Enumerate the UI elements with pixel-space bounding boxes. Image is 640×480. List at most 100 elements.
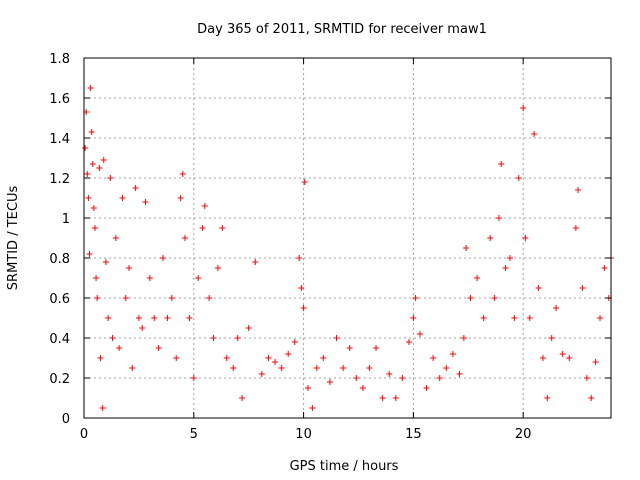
data-point bbox=[102, 259, 109, 265]
data-point bbox=[96, 165, 103, 171]
data-point bbox=[91, 225, 98, 231]
data-point bbox=[436, 375, 443, 381]
data-point bbox=[199, 225, 206, 231]
data-point bbox=[353, 375, 360, 381]
data-point bbox=[132, 185, 139, 191]
grid-layer bbox=[84, 58, 611, 418]
data-point bbox=[566, 355, 573, 361]
data-point bbox=[105, 315, 112, 321]
data-point bbox=[572, 225, 579, 231]
data-point bbox=[480, 315, 487, 321]
data-point bbox=[100, 157, 107, 163]
data-point bbox=[93, 275, 100, 281]
data-point bbox=[99, 405, 106, 411]
y-tick-label: 1 bbox=[62, 212, 70, 227]
data-point bbox=[502, 265, 509, 271]
y-tick-label: 1.2 bbox=[49, 172, 70, 187]
data-point bbox=[498, 161, 505, 167]
plot-frame bbox=[83, 57, 612, 419]
data-point bbox=[333, 335, 340, 341]
data-point bbox=[86, 251, 93, 257]
data-point bbox=[258, 371, 265, 377]
data-point bbox=[511, 315, 518, 321]
data-point bbox=[412, 295, 419, 301]
data-point bbox=[146, 275, 153, 281]
data-point bbox=[309, 405, 316, 411]
data-point bbox=[506, 255, 513, 261]
data-point bbox=[346, 345, 353, 351]
data-point bbox=[588, 395, 595, 401]
data-point bbox=[122, 295, 129, 301]
data-point bbox=[190, 375, 197, 381]
y-tick-label: 1.4 bbox=[49, 132, 70, 147]
data-point bbox=[583, 375, 590, 381]
chart-title: Day 365 of 2011, SRMTID for receiver maw… bbox=[197, 22, 487, 37]
data-point bbox=[410, 315, 417, 321]
data-point bbox=[463, 245, 470, 251]
data-point bbox=[201, 203, 208, 209]
data-point bbox=[265, 355, 272, 361]
data-point bbox=[210, 335, 217, 341]
data-point bbox=[82, 145, 89, 151]
data-point bbox=[539, 355, 546, 361]
data-point bbox=[301, 179, 308, 185]
y-tick-label: 0 bbox=[62, 412, 70, 427]
data-point bbox=[340, 365, 347, 371]
data-point bbox=[179, 171, 186, 177]
data-point bbox=[116, 345, 123, 351]
data-point bbox=[164, 315, 171, 321]
data-point bbox=[592, 359, 599, 365]
data-point bbox=[326, 379, 333, 385]
data-point bbox=[423, 385, 430, 391]
data-point bbox=[601, 265, 608, 271]
data-point bbox=[272, 359, 279, 365]
x-tick-label: 10 bbox=[295, 427, 312, 442]
data-point bbox=[496, 215, 503, 221]
data-point bbox=[300, 305, 307, 311]
data-point bbox=[142, 199, 149, 205]
x-tick-label: 15 bbox=[405, 427, 422, 442]
data-point bbox=[366, 365, 373, 371]
data-point bbox=[160, 255, 167, 261]
data-point bbox=[579, 285, 586, 291]
y-axis-label: SRMTID / TECUs bbox=[6, 186, 21, 291]
data-point bbox=[379, 395, 386, 401]
x-tick-label: 0 bbox=[80, 427, 88, 442]
data-point bbox=[239, 395, 246, 401]
data-point bbox=[87, 85, 94, 91]
y-tick-label: 0.6 bbox=[49, 292, 70, 307]
data-point bbox=[219, 225, 226, 231]
data-point bbox=[392, 395, 399, 401]
data-point bbox=[245, 325, 252, 331]
data-point bbox=[97, 355, 104, 361]
y-axis-ticks: 0 0.2 0.4 0.6 0.8 1 1.2 1.4 1.6 1.8 bbox=[49, 52, 611, 427]
x-tick-label: 5 bbox=[190, 427, 198, 442]
data-point bbox=[416, 331, 423, 337]
data-point bbox=[88, 129, 95, 135]
data-point bbox=[129, 365, 136, 371]
x-axis-ticks: 0 5 10 15 20 bbox=[80, 58, 531, 442]
data-point bbox=[443, 365, 450, 371]
data-point bbox=[177, 195, 184, 201]
data-point bbox=[84, 171, 91, 177]
data-point bbox=[168, 295, 175, 301]
data-point bbox=[386, 371, 393, 377]
data-point bbox=[559, 351, 566, 357]
data-point bbox=[139, 325, 146, 331]
data-point bbox=[313, 365, 320, 371]
data-point bbox=[94, 295, 101, 301]
data-point bbox=[173, 355, 180, 361]
data-point bbox=[467, 295, 474, 301]
data-point bbox=[575, 187, 582, 193]
data-point bbox=[399, 375, 406, 381]
y-tick-label: 0.8 bbox=[49, 252, 70, 267]
data-point bbox=[278, 365, 285, 371]
data-point bbox=[553, 305, 560, 311]
data-point bbox=[460, 335, 467, 341]
data-point bbox=[449, 351, 456, 357]
data-point bbox=[487, 235, 494, 241]
data-point bbox=[151, 315, 158, 321]
data-point bbox=[515, 175, 522, 181]
data-point bbox=[298, 285, 305, 291]
data-point bbox=[405, 339, 412, 345]
